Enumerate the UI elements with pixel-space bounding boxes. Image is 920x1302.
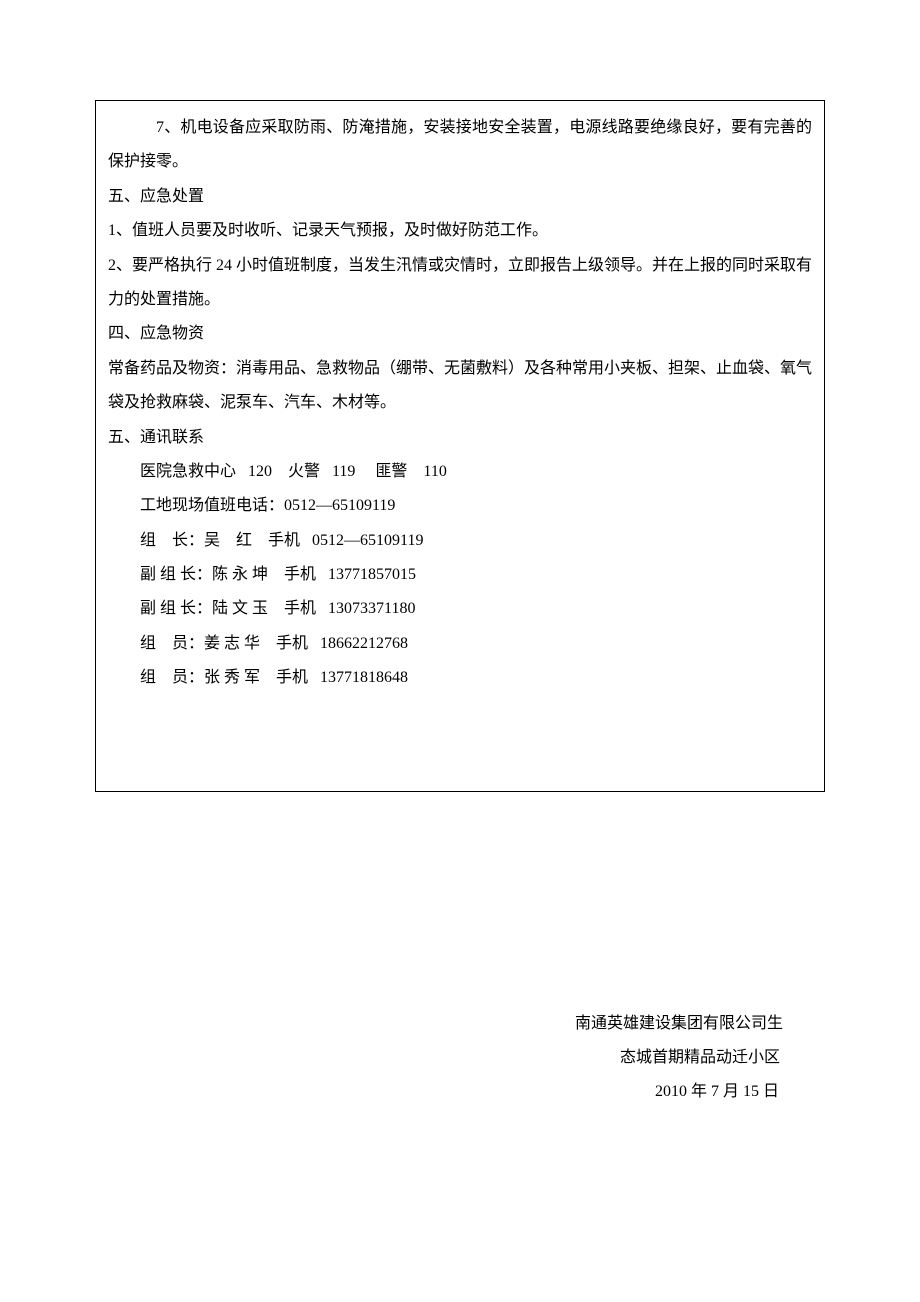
contact-role: 组 员： (140, 635, 204, 652)
contact-phone: 0512—65109119 (312, 532, 423, 549)
contact-row: 副 组 长：陈 永 坤 手机 13771857015 (108, 558, 812, 592)
hotlines-row: 医院急救中心 120 火警 119 匪警 110 (108, 455, 812, 489)
contact-name: 吴 红 (204, 532, 252, 549)
contact-label: 手机 (268, 532, 300, 549)
contact-row: 组 长：吴 红 手机 0512—65109119 (108, 524, 812, 558)
section-5-response-title: 五、应急处置 (108, 180, 812, 214)
section-5-line-2: 2、要严格执行 24 小时值班制度，当发生汛情或灾情时，立即报告上级领导。并在上… (108, 249, 812, 318)
contact-name: 姜 志 华 (204, 635, 260, 652)
contact-role: 组 长： (140, 532, 204, 549)
document-box: 7、机电设备应采取防雨、防淹措施，安装接地安全装置，电源线路要绝缘良好，要有完善… (95, 100, 825, 792)
signature-line-1: 南通英雄建设集团有限公司生 (95, 1007, 825, 1041)
contact-name: 陆 文 玉 (212, 600, 268, 617)
section-5b-contacts-title: 五、通讯联系 (108, 421, 812, 455)
contact-row: 组 员：姜 志 华 手机 18662212768 (108, 627, 812, 661)
site-phone-row: 工地现场值班电话：0512—65109119 (108, 489, 812, 523)
contact-label: 手机 (276, 635, 308, 652)
section-4-supplies-body: 常备药品及物资：消毒用品、急救物品（绷带、无菌敷料）及各种常用小夹板、担架、止血… (108, 352, 812, 421)
paragraph-item-7: 7、机电设备应采取防雨、防淹措施，安装接地安全装置，电源线路要绝缘良好，要有完善… (108, 111, 812, 180)
contact-phone: 13771818648 (320, 669, 408, 686)
supplies-text: 常备药品及物资：消毒用品、急救物品（绷带、无菌敷料）及各种常用小夹板、担架、止血… (108, 360, 812, 411)
contact-role: 副 组 长： (140, 600, 212, 617)
contact-phone: 13073371180 (328, 600, 415, 617)
contact-phone: 13771857015 (328, 566, 416, 583)
section-4-supplies-title: 四、应急物资 (108, 317, 812, 351)
contact-phone: 18662212768 (320, 635, 408, 652)
contact-name: 张 秀 军 (204, 669, 260, 686)
contact-row: 副 组 长：陆 文 玉 手机 13073371180 (108, 592, 812, 626)
contact-role: 组 员： (140, 669, 204, 686)
contact-name: 陈 永 坤 (212, 566, 268, 583)
signature-block: 南通英雄建设集团有限公司生 态城首期精品动迁小区 2010 年 7 月 15 日 (95, 1007, 825, 1110)
contact-label: 手机 (284, 566, 316, 583)
contact-row: 组 员：张 秀 军 手机 13771818648 (108, 661, 812, 695)
contact-role: 副 组 长： (140, 566, 212, 583)
signature-date: 2010 年 7 月 15 日 (95, 1075, 825, 1109)
contact-label: 手机 (284, 600, 316, 617)
contact-label: 手机 (276, 669, 308, 686)
signature-line-2: 态城首期精品动迁小区 (95, 1041, 825, 1075)
section-5-line-1: 1、值班人员要及时收听、记录天气预报，及时做好防范工作。 (108, 214, 812, 248)
